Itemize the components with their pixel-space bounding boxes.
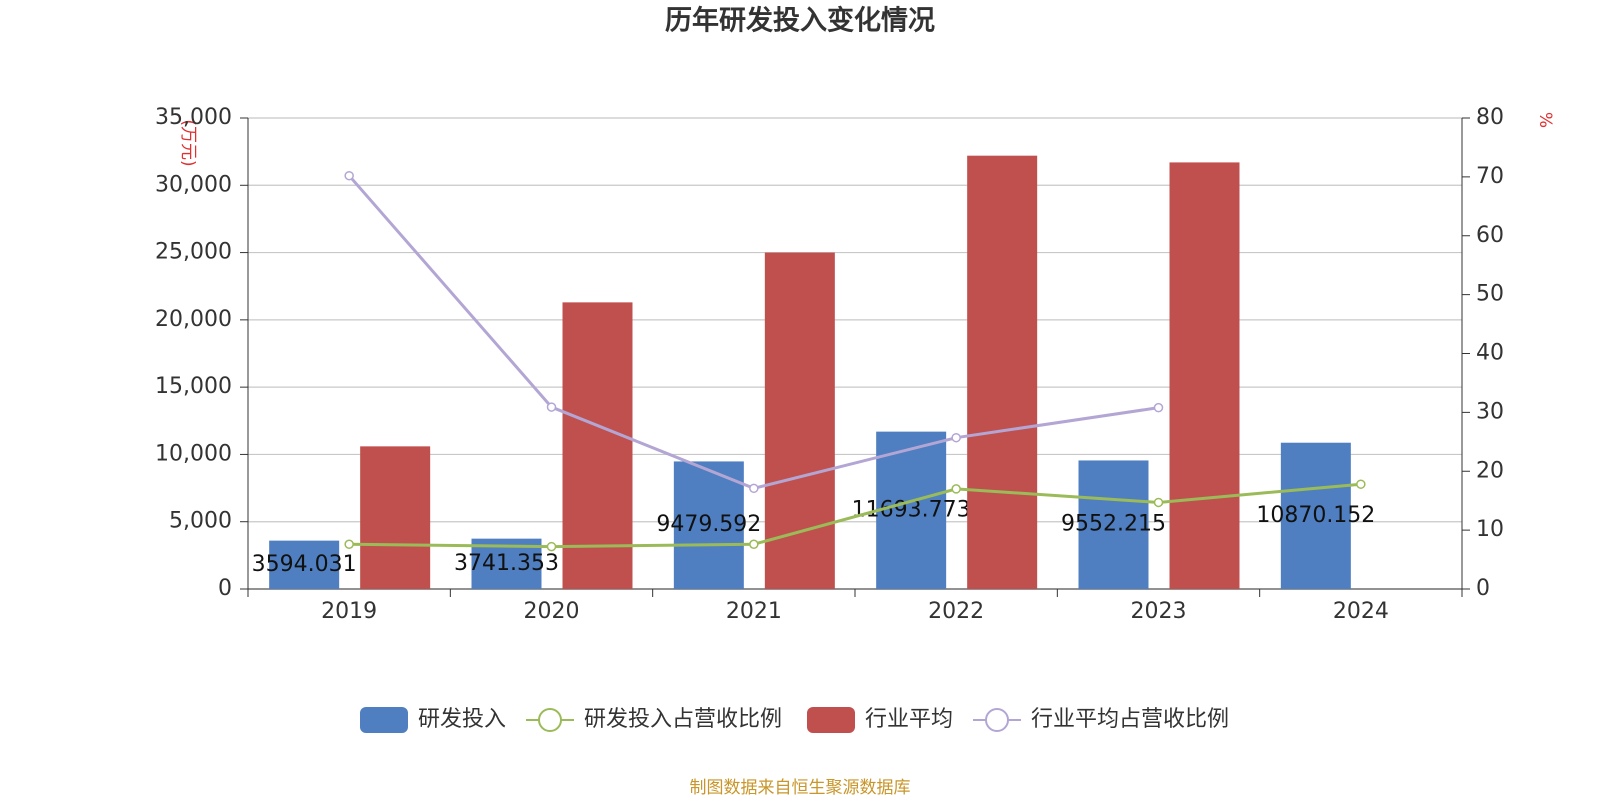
line-point (1356, 479, 1366, 489)
y2-tick-label: 50 (1476, 282, 1504, 307)
bar (1280, 442, 1351, 589)
x-tick-label: 2020 (524, 599, 580, 624)
bar-value-label: 3741.353 (454, 551, 559, 576)
bar-value-label: 3594.031 (252, 552, 357, 577)
x-tick-label: 2023 (1131, 599, 1187, 624)
line-point (749, 539, 759, 550)
y-tick-label: 25,000 (155, 240, 232, 265)
y2-tick-label: 80 (1476, 105, 1504, 130)
chart-title: 历年研发投入变化情况 (665, 5, 935, 37)
bar (360, 446, 431, 589)
line-point (546, 541, 557, 552)
legend-label: 研发投入占营收比例 (584, 707, 782, 732)
bar-value-label: 9479.592 (656, 512, 761, 537)
bar (1078, 460, 1149, 589)
bar (876, 431, 947, 589)
source-note: 制图数据来自恒生聚源数据库 (690, 778, 911, 798)
y-tick-label: 10,000 (155, 441, 232, 466)
y-tick-label: 30,000 (155, 172, 232, 197)
line-point (344, 170, 354, 181)
y-tick-label: 20,000 (155, 307, 232, 332)
x-tick-label: 2021 (726, 599, 782, 624)
bar-value-label: 9552.215 (1061, 512, 1166, 537)
legend-swatch (538, 708, 562, 732)
legend-swatch (360, 707, 408, 733)
line-point (951, 484, 961, 494)
y-tick-label: 0 (218, 576, 232, 601)
y2-tick-label: 0 (1476, 576, 1490, 601)
line-point (546, 402, 557, 412)
line-point (1153, 497, 1164, 508)
bar (1169, 162, 1240, 589)
bar (562, 302, 633, 589)
legend-label: 行业平均占营收比例 (1031, 707, 1229, 732)
y-tick-label: 5,000 (169, 509, 232, 534)
y2-tick-label: 10 (1476, 517, 1504, 542)
y2-tick-label: 70 (1476, 164, 1504, 189)
bar (269, 540, 340, 589)
legend-label: 研发投入 (418, 707, 506, 732)
y2-tick-label: 40 (1476, 341, 1504, 366)
y2-tick-label: 60 (1476, 223, 1504, 248)
y-axis-label: (万元) (178, 119, 198, 166)
bar (673, 461, 744, 589)
legend-swatch (985, 708, 1009, 732)
y-tick-label: 15,000 (155, 374, 232, 399)
legend-label: 行业平均 (865, 707, 953, 732)
x-tick-label: 2022 (928, 599, 984, 624)
line-point (344, 539, 354, 550)
bar-value-label: 10870.152 (1256, 503, 1375, 528)
line-point (951, 432, 961, 443)
line (349, 482, 1361, 549)
legend-swatch (807, 707, 855, 733)
line-point (1153, 402, 1164, 413)
bar (967, 155, 1038, 589)
x-tick-label: 2024 (1333, 599, 1389, 624)
y2-tick-label: 30 (1476, 399, 1504, 424)
x-tick-label: 2019 (321, 599, 377, 624)
y2-axis-label: % (1535, 112, 1555, 128)
line-point (749, 483, 759, 494)
y-tick-label: 35,000 (155, 105, 232, 130)
y2-tick-label: 20 (1476, 458, 1504, 483)
